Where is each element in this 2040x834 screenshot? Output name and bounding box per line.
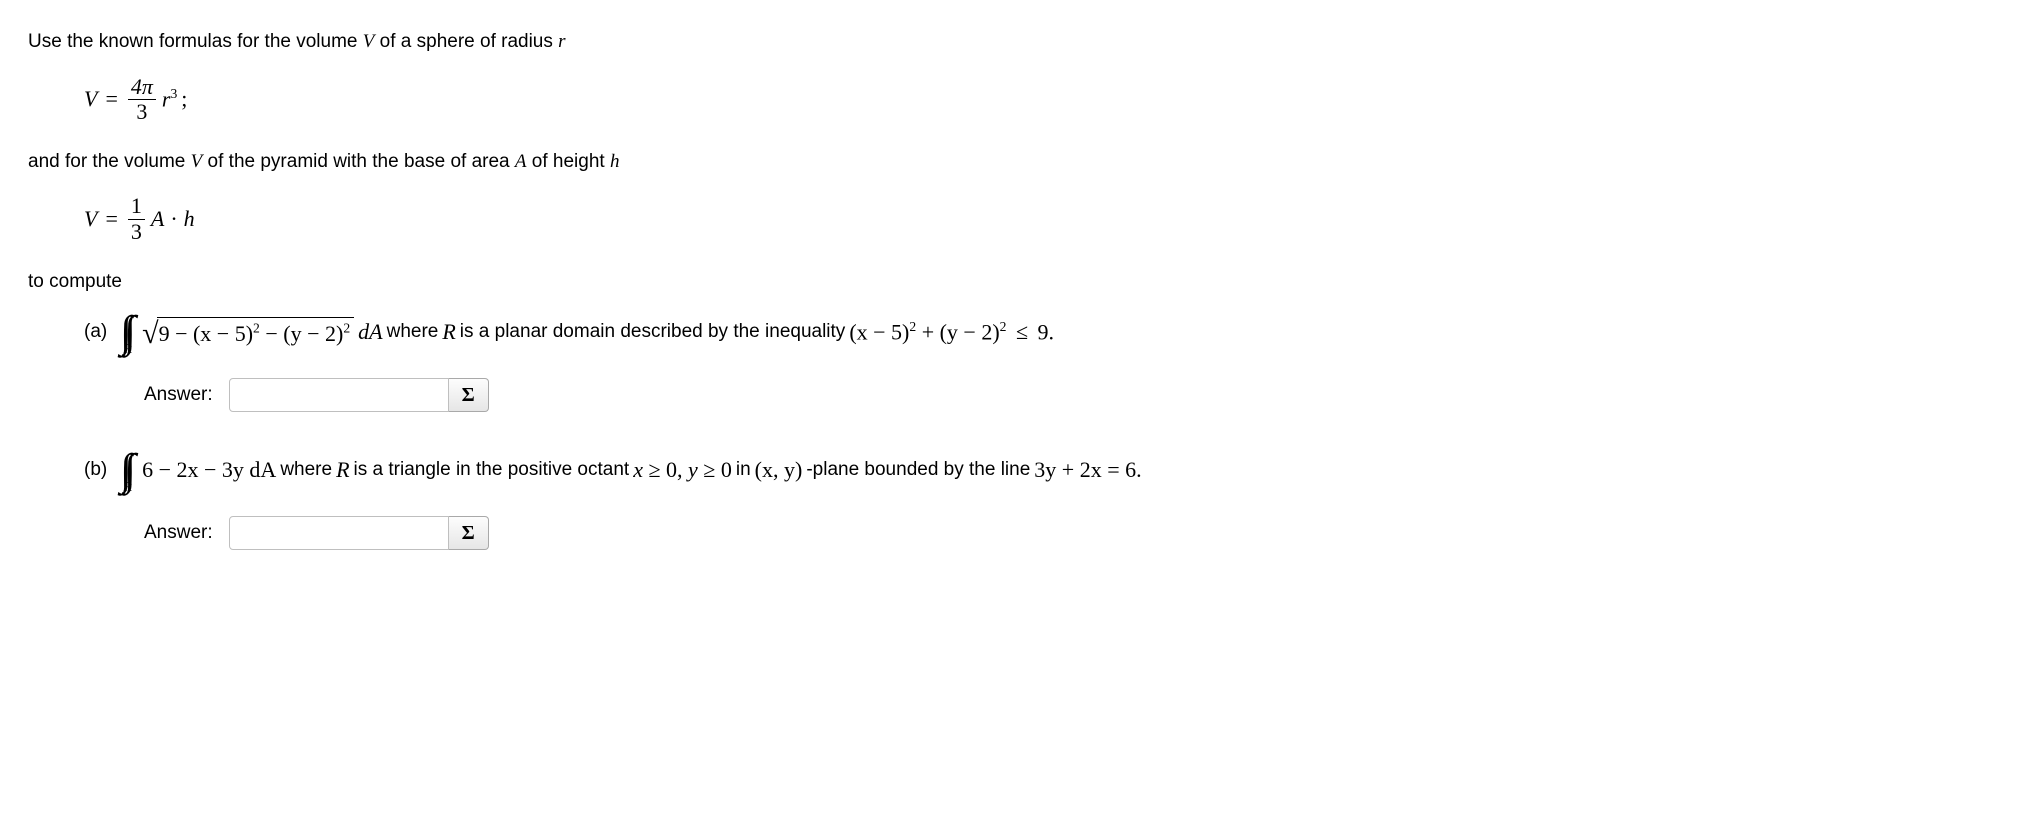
answer-b-label: Answer:: [144, 522, 213, 544]
part-b-txt3: in: [736, 459, 751, 481]
part-b: (b) ∫∫ R 6 − 2x − 3y dA where R is a tri…: [84, 448, 2012, 492]
sphere-r: r3: [162, 86, 177, 112]
sym-r: r: [558, 31, 565, 52]
part-a-ineq: (x − 5)2 + (y − 2)2 ≤ 9.: [849, 319, 1054, 345]
answer-a-row: Answer: Σ: [144, 378, 2012, 412]
pyr-dot: ·: [170, 206, 177, 232]
answer-b-input[interactable]: [229, 516, 449, 550]
formula-sphere: V = 4π 3 r3;: [84, 75, 2012, 124]
sigma-button-a[interactable]: Σ: [449, 378, 489, 412]
part-a-label: (a): [84, 321, 110, 343]
pyr-eq: =: [105, 206, 117, 232]
intro-line-1: Use the known formulas for the volume V …: [28, 28, 2012, 57]
answer-a-input[interactable]: [229, 378, 449, 412]
part-b-label: (b): [84, 459, 110, 481]
part-a-sqrt: √ 9 − (x − 5)2 − (y − 2)2: [142, 317, 354, 347]
sphere-semi: ;: [181, 86, 187, 112]
sigma-button-b[interactable]: Σ: [449, 516, 489, 550]
part-a-dA: dA: [358, 319, 382, 345]
part-a-txt1: where: [387, 321, 439, 343]
pyr-A: A: [151, 206, 164, 232]
pyr-frac: 1 3: [128, 194, 145, 243]
intro-line-3: to compute: [28, 268, 2012, 297]
sphere-num: 4π: [128, 75, 156, 100]
answer-b-row: Answer: Σ: [144, 516, 2012, 550]
pyr-h: h: [184, 206, 195, 232]
intro-text-2a: and for the volume: [28, 151, 191, 172]
part-b-txt4: -plane bounded by the line: [806, 459, 1030, 481]
sphere-eq: =: [105, 86, 117, 112]
answer-a-label: Answer:: [144, 384, 213, 406]
part-b-xy: (x, y): [755, 457, 803, 483]
pyr-num: 1: [128, 194, 145, 219]
part-b-cond: x ≥ 0, y ≥ 0: [633, 457, 732, 483]
part-a-txt2: is a planar domain described by the ineq…: [460, 321, 846, 343]
sym-V-2: V: [191, 151, 203, 172]
intro-text-1a: Use the known formulas for the volume: [28, 31, 363, 52]
part-b-integrand: 6 − 2x − 3y dA: [142, 457, 276, 483]
sym-V-1: V: [363, 31, 375, 52]
intro-line-2: and for the volume V of the pyramid with…: [28, 148, 2012, 177]
sphere-den: 3: [128, 100, 156, 124]
sphere-frac: 4π 3: [128, 75, 156, 124]
part-b-iint-icon: ∫∫ R: [120, 448, 128, 492]
pyr-den: 3: [128, 220, 145, 244]
part-b-R: R: [336, 457, 349, 483]
sym-h: h: [610, 151, 620, 172]
sigma-icon: Σ: [462, 522, 475, 545]
part-b-txt1: where: [280, 459, 332, 481]
pyr-V: V: [84, 206, 97, 232]
sphere-V: V: [84, 86, 97, 112]
intro-text-1b: of a sphere of radius: [374, 31, 558, 52]
part-a-R: R: [442, 319, 455, 345]
sigma-icon: Σ: [462, 384, 475, 407]
intro-text-2c: of height: [527, 151, 610, 172]
intro-text-2b: of the pyramid with the base of area: [202, 151, 515, 172]
part-b-txt2: is a triangle in the positive octant: [354, 459, 630, 481]
part-b-line: 3y + 2x = 6.: [1034, 457, 1141, 483]
part-a-iint-icon: ∫∫ R: [120, 310, 128, 354]
sym-A: A: [515, 151, 527, 172]
part-a: (a) ∫∫ R √ 9 − (x − 5)2 − (y − 2)2 dA wh…: [84, 310, 2012, 354]
formula-pyramid: V = 1 3 A · h: [84, 194, 2012, 243]
